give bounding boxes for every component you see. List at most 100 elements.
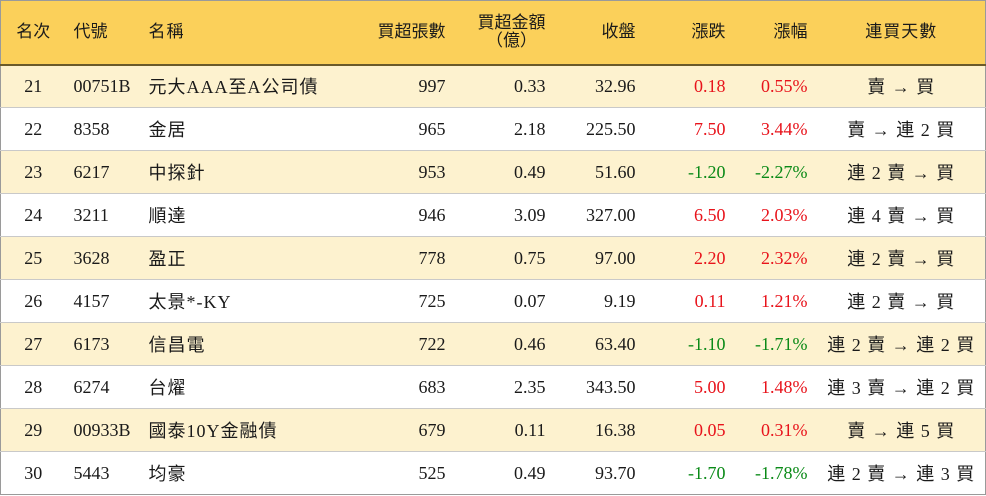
table-header: 名次 代號 名稱 買超張數 買超金額 （億） 收盤 漲跌 漲幅 連買天數	[0, 0, 986, 66]
cell-net-buy-lots: 953	[325, 150, 446, 194]
cell-streak: 連 2 賣 → 買	[817, 150, 986, 194]
cell-change: -1.70	[688, 462, 726, 483]
cell-close: 51.60	[545, 150, 636, 194]
cell-streak: 連 3 賣 → 連 2 買	[817, 365, 986, 409]
cell-name: 國泰10Y金融債	[140, 408, 326, 452]
table-row: 28 6274 台燿 683 2.35 343.50 5.00 1.48% 連 3 賣 → 連 …	[0, 365, 986, 409]
cell-close: 16.38	[545, 408, 636, 452]
cell-streak: 賣 → 連 2 買	[817, 107, 986, 151]
table-row: 22 8358 金居 965 2.18 225.50 7.50 3.44% 賣 → 連 2 買	[0, 107, 986, 151]
cell-code: 00751B	[65, 64, 141, 108]
cell-code: 8358	[65, 107, 141, 151]
cell-change: 2.20	[635, 236, 726, 280]
cell-code: 3211	[65, 193, 141, 237]
cell-close: 97.00	[545, 236, 636, 280]
header-change-pct: 漲幅	[725, 0, 818, 66]
cell-streak: 連 2 賣 → 連 2 買	[817, 322, 986, 366]
cell-close: 225.50	[545, 107, 636, 151]
cell-net-buy-lots: 683	[325, 365, 446, 409]
cell-code: 6217	[65, 150, 141, 194]
header-code: 代號	[65, 0, 141, 66]
cell-name: 信昌電	[140, 322, 326, 366]
cell-rank: 26	[0, 279, 66, 323]
cell-change: -1.20	[635, 150, 726, 194]
cell-change: -1.10	[635, 322, 726, 366]
cell-streak: 連 2 賣 → 買	[817, 279, 986, 323]
table-body: 21 00751B 元大AAA至A公司債 997 0.33 32.96 0.18 0.55% 賣…	[0, 64, 986, 495]
cell-change-pct: -1.71%	[725, 322, 818, 366]
cell-net-buy-lots: 997	[325, 64, 446, 108]
cell-change-pct: 3.44%	[725, 107, 818, 151]
cell-code: 6274	[65, 365, 141, 409]
cell-rank: 30	[24, 462, 43, 483]
cell-change-pct: 2.32%	[725, 236, 818, 280]
cell-change-pct: 2.03%	[725, 193, 818, 237]
cell-name: 元大AAA至A公司債	[140, 64, 326, 108]
cell-streak: 連 2 賣 → 連 3 買	[827, 464, 976, 484]
table-row: 21 00751B 元大AAA至A公司債 997 0.33 32.96 0.18 0.55% 賣…	[0, 64, 986, 108]
cell-change-pct: -2.27%	[725, 150, 818, 194]
cell-net-buy-lots: 525	[418, 462, 446, 483]
cell-change-pct: -1.78%	[755, 462, 808, 483]
cell-close: 32.96	[545, 64, 636, 108]
cell-code: 5443	[73, 462, 110, 483]
cell-net-buy-lots: 965	[325, 107, 446, 151]
cell-net-buy-amount: 3.09	[445, 193, 546, 237]
cell-rank: 24	[0, 193, 66, 237]
header-close: 收盤	[545, 0, 636, 66]
cell-net-buy-amount: 0.07	[445, 279, 546, 323]
cell-change: 6.50	[635, 193, 726, 237]
table-row: 23 6217 中探針 953 0.49 51.60 -1.20 -2.27% 連 2 賣 → …	[0, 150, 986, 194]
cell-streak: 賣 → 連 5 買	[817, 408, 986, 452]
cell-rank: 27	[0, 322, 66, 366]
cell-change-pct: 0.55%	[725, 64, 818, 108]
cell-net-buy-amount: 0.49	[514, 462, 546, 483]
header-name: 名稱	[140, 0, 326, 66]
header-net-buy-lots: 買超張數	[325, 0, 446, 66]
cell-code: 6173	[65, 322, 141, 366]
cell-net-buy-amount: 0.75	[445, 236, 546, 280]
cell-change: 0.11	[635, 279, 726, 323]
header-streak: 連買天數	[817, 0, 986, 66]
cell-change-pct: 1.21%	[725, 279, 818, 323]
header-rank: 名次	[0, 0, 66, 66]
cell-close: 343.50	[545, 365, 636, 409]
cell-net-buy-lots: 725	[325, 279, 446, 323]
cell-rank: 21	[0, 64, 66, 108]
cell-net-buy-lots: 946	[325, 193, 446, 237]
cell-change: 0.18	[635, 64, 726, 108]
cell-name: 太景*-KY	[140, 279, 326, 323]
cell-change-pct: 0.31%	[725, 408, 818, 452]
cell-code: 4157	[65, 279, 141, 323]
cell-close: 9.19	[545, 279, 636, 323]
cell-net-buy-amount: 2.35	[445, 365, 546, 409]
header-net-buy-amount-label: 買超金額 （億）	[478, 14, 546, 50]
cell-streak: 連 4 賣 → 買	[817, 193, 986, 237]
cell-streak: 連 2 賣 → 買	[817, 236, 986, 280]
cell-rank: 29	[0, 408, 66, 452]
cell-streak: 賣 → 買	[817, 64, 986, 108]
cell-change: 0.05	[635, 408, 726, 452]
cell-rank: 23	[0, 150, 66, 194]
cell-code: 3628	[65, 236, 141, 280]
cell-name: 中探針	[140, 150, 326, 194]
cell-code: 00933B	[65, 408, 141, 452]
cell-net-buy-amount: 0.49	[445, 150, 546, 194]
cell-net-buy-amount: 0.46	[445, 322, 546, 366]
cell-close: 63.40	[545, 322, 636, 366]
table-row: 29 00933B 國泰10Y金融債 679 0.11 16.38 0.05 0.31% 賣 →…	[0, 408, 986, 452]
cell-net-buy-lots: 679	[325, 408, 446, 452]
cell-net-buy-amount: 0.11	[445, 408, 546, 452]
cell-rank: 25	[0, 236, 66, 280]
cell-net-buy-lots: 722	[325, 322, 446, 366]
cell-rank: 28	[0, 365, 66, 409]
table-row: 27 6173 信昌電 722 0.46 63.40 -1.10 -1.71% 連 2 賣 → …	[0, 322, 986, 366]
header-net-buy-amount: 買超金額 （億）	[445, 0, 546, 66]
cell-name: 順達	[140, 193, 326, 237]
cell-name: 盈正	[140, 236, 326, 280]
cell-net-buy-amount: 0.33	[445, 64, 546, 108]
table-row: 25 3628 盈正 778 0.75 97.00 2.20 2.32% 連 2 賣 → 買	[0, 236, 986, 280]
cell-net-buy-amount: 2.18	[445, 107, 546, 151]
cell-close: 93.70	[595, 462, 636, 483]
